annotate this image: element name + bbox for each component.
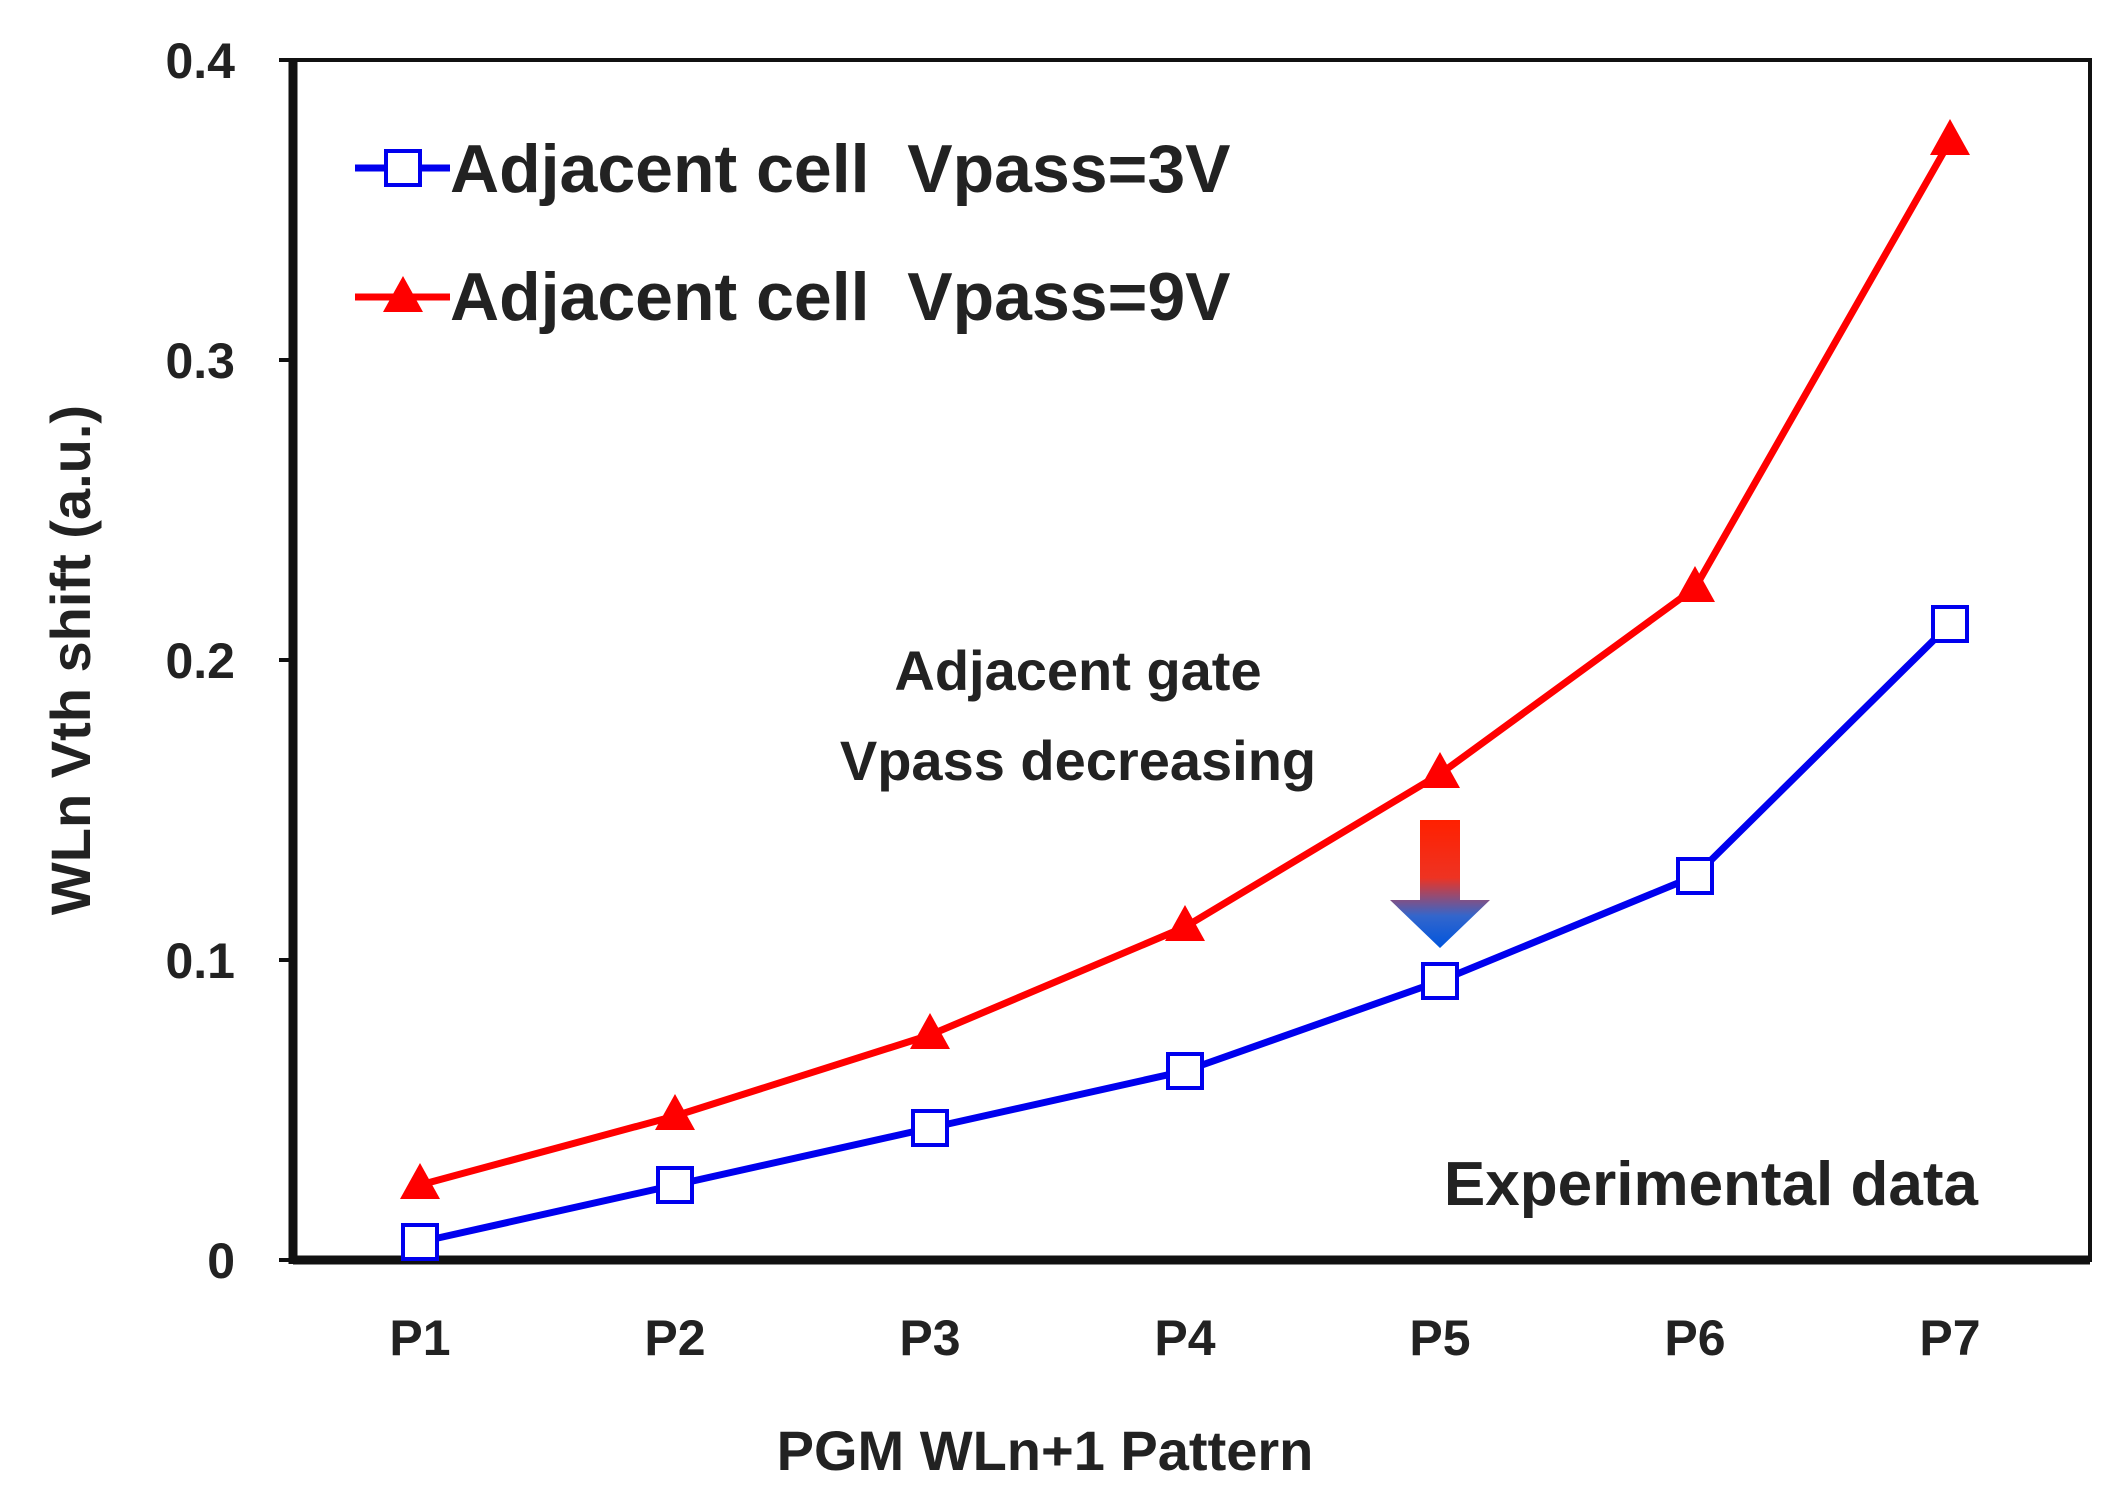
x-tick-label: P4 xyxy=(1154,1310,1215,1366)
x-tick-label: P1 xyxy=(389,1310,450,1366)
data-point-triangle xyxy=(1930,119,1970,155)
x-axis-title: PGM WLn+1 Pattern xyxy=(777,1419,1314,1482)
down-arrow-icon xyxy=(1390,820,1490,948)
annotation-adjacent-gate: Adjacent gate xyxy=(894,639,1261,702)
legend-label-vpass-3v: Adjacent cell Vpass=3V xyxy=(450,131,1231,207)
data-point-square xyxy=(1676,857,1714,895)
annotation-vpass-decreasing: Vpass decreasing xyxy=(840,729,1316,792)
y-axis-title: WLn Vth shift (a.u.) xyxy=(39,405,102,915)
y-tick-label: 0.2 xyxy=(165,633,235,689)
data-point-square xyxy=(1421,962,1459,1000)
legend: Adjacent cell Vpass=3V Adjacent cell Vpa… xyxy=(355,131,1231,335)
x-tick-label: P5 xyxy=(1409,1310,1470,1366)
data-point-triangle xyxy=(655,1094,695,1130)
series-vpass-3v xyxy=(401,605,1969,1261)
y-tick-marks xyxy=(279,58,293,1262)
y-tick-label: 0.4 xyxy=(165,33,235,89)
legend-label-vpass-9v: Adjacent cell Vpass=9V xyxy=(450,259,1231,335)
legend-marker-open-square xyxy=(384,149,422,187)
annotation-experimental-data: Experimental data xyxy=(1444,1150,1979,1219)
data-point-triangle xyxy=(1420,752,1460,788)
x-tick-label: P3 xyxy=(899,1310,960,1366)
data-point-triangle xyxy=(1165,905,1205,941)
data-point-square xyxy=(401,1223,439,1261)
data-point-square xyxy=(656,1166,694,1204)
data-point-triangle xyxy=(910,1013,950,1049)
y-tick-label: 0.3 xyxy=(165,333,235,389)
data-point-square xyxy=(1166,1052,1204,1090)
x-tick-label: P6 xyxy=(1664,1310,1725,1366)
data-point-triangle xyxy=(1675,566,1715,602)
series-vpass-9v xyxy=(400,119,1970,1199)
x-tick-label: P2 xyxy=(644,1310,705,1366)
data-point-triangle xyxy=(400,1163,440,1199)
data-point-square xyxy=(1931,605,1969,643)
legend-marker-filled-triangle xyxy=(383,276,423,312)
y-tick-label: 0 xyxy=(207,1233,235,1289)
x-tick-label: P7 xyxy=(1919,1310,1980,1366)
data-point-square xyxy=(911,1109,949,1147)
y-tick-label: 0.1 xyxy=(165,933,235,989)
